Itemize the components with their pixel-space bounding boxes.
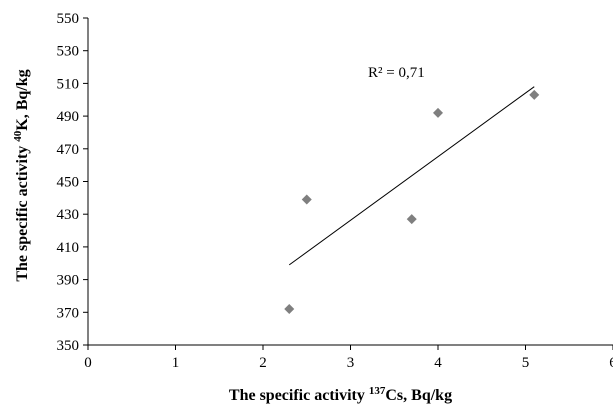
x-axis-title: The specific activity 137Cs, Bq/kg (229, 385, 452, 404)
y-tick-label: 370 (57, 305, 80, 321)
x-axis-title-superscript: 137 (369, 385, 386, 397)
trendline-layer (288, 86, 535, 266)
r-squared-annotation: R² = 0,71 (368, 65, 425, 81)
tick-labels: 350 370 390 410 430 450 470 490 510 530 550 0 1 2 3 4 5 6 (57, 11, 613, 371)
x-tick-label: 3 (347, 355, 355, 371)
data-point (406, 214, 417, 225)
x-tick-label: 5 (522, 355, 530, 371)
x-tick-label: 0 (84, 355, 92, 371)
y-tick-label: 550 (57, 11, 80, 27)
y-axis-title-superscript: 40 (12, 130, 24, 142)
data-points (284, 89, 540, 315)
x-tick-label: 1 (172, 355, 180, 371)
data-point (284, 304, 295, 315)
y-tick-label: 530 (57, 44, 80, 60)
x-tick-label: 4 (434, 355, 442, 371)
y-tick-label: 390 (57, 273, 80, 289)
y-tick-label: 470 (57, 142, 80, 158)
y-tick-label: 410 (57, 240, 80, 256)
y-axis-title-suffix: K, Bq/kg (14, 69, 31, 130)
y-axis-title-prefix: The specific activity (14, 142, 31, 282)
axes (83, 17, 613, 350)
y-tick-label: 510 (57, 76, 80, 92)
y-axis-title: The specific activity 40K, Bq/kg (12, 69, 31, 281)
y-tick-label: 350 (57, 338, 80, 354)
data-point (529, 89, 540, 100)
trendline (288, 86, 535, 266)
x-tick-label: 6 (609, 355, 613, 371)
x-axis-title-prefix: The specific activity (229, 387, 369, 404)
x-axis-title-suffix: Cs, Bq/kg (385, 387, 452, 404)
y-tick-label: 490 (57, 109, 80, 125)
y-tick-label: 430 (57, 207, 80, 223)
data-point (301, 194, 312, 205)
data-point (433, 107, 443, 118)
y-tick-label: 450 (57, 175, 80, 191)
x-tick-label: 2 (259, 355, 267, 371)
